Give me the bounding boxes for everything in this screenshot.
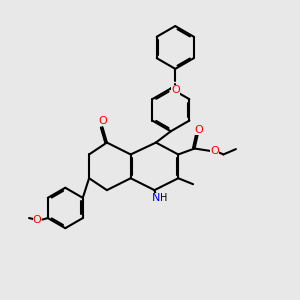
Text: O: O (171, 85, 180, 95)
Text: H: H (160, 193, 167, 202)
Text: O: O (210, 146, 219, 156)
Text: O: O (33, 214, 41, 224)
Text: O: O (195, 125, 203, 135)
Text: N: N (152, 193, 160, 202)
Text: O: O (98, 116, 107, 126)
